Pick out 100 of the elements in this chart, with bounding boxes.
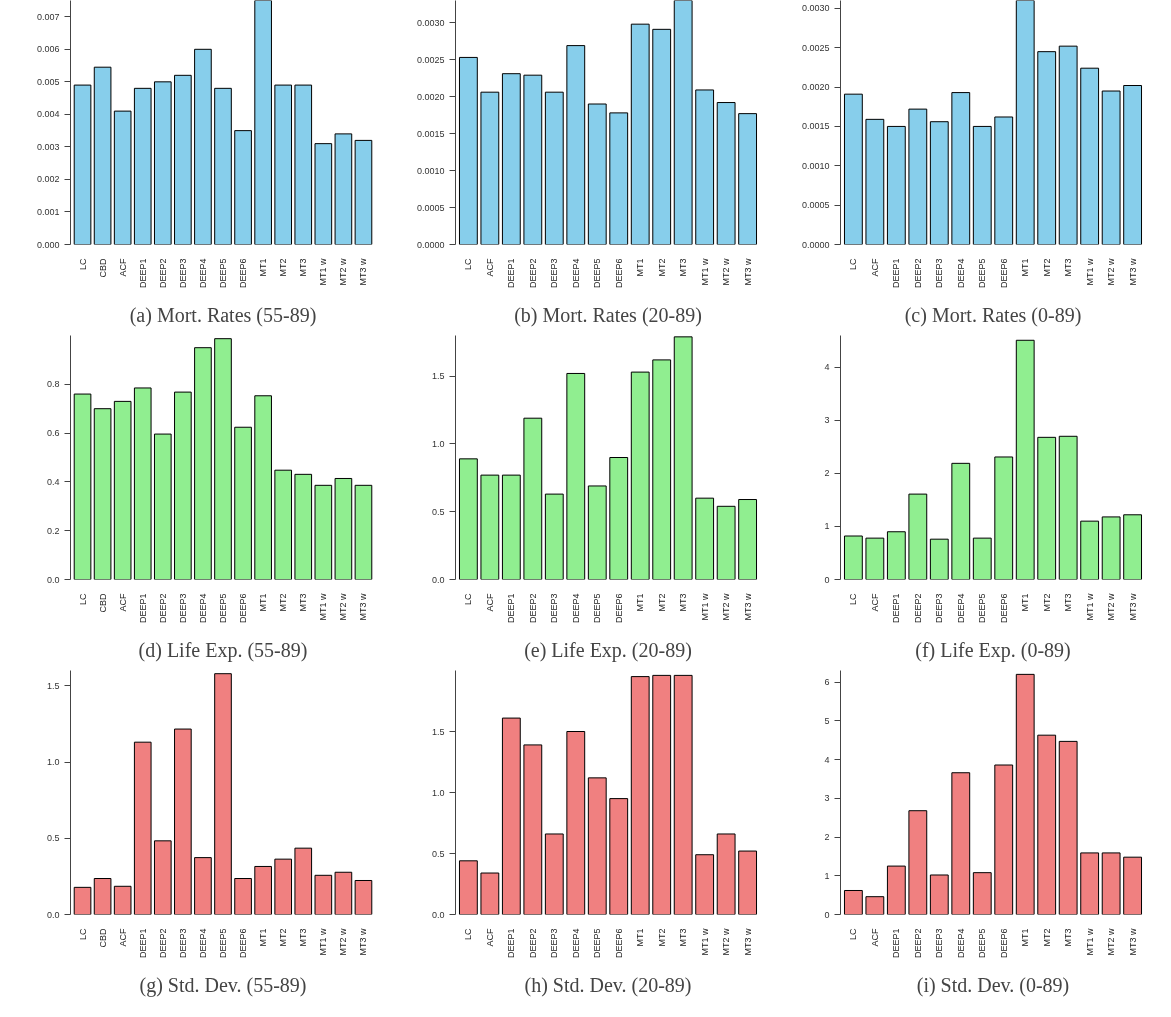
y-tick-label: 6 bbox=[824, 677, 830, 688]
text: (c) Mort. Rates (0-89) bbox=[904, 303, 1082, 327]
x-tick-label: MT3 bbox=[298, 258, 309, 277]
y-tick-label: 0.4 bbox=[46, 476, 60, 487]
y-tick-label: 1.0 bbox=[431, 438, 445, 449]
y-tick-label: 0.0 bbox=[46, 574, 60, 585]
x-tick-label: DEEP2 bbox=[527, 928, 538, 959]
y-tick-label: 0.0000 bbox=[801, 239, 830, 250]
y-tick-label: 0.0025 bbox=[416, 54, 445, 65]
x-tick-label: MT3 bbox=[678, 258, 689, 277]
x-tick-label: MT3 w bbox=[358, 928, 369, 956]
x-tick-label: DEEP4 bbox=[570, 593, 581, 624]
y-tick-label: 0.5 bbox=[431, 506, 445, 517]
x-tick-label: MT2 w bbox=[721, 593, 732, 621]
x-tick-label: DEEP4 bbox=[197, 593, 208, 624]
x-tick-label: MT3 bbox=[298, 928, 309, 947]
x-tick-label: DEEP1 bbox=[137, 593, 148, 624]
x-tick-label: MT1 w bbox=[1084, 593, 1095, 621]
y-tick-label: 1.0 bbox=[431, 787, 445, 798]
y-tick-label: 0.5 bbox=[431, 848, 445, 859]
x-tick-label: MT1 bbox=[258, 593, 269, 612]
x-tick-label: DEEP4 bbox=[570, 258, 581, 289]
x-tick-label: DEEP1 bbox=[506, 928, 517, 959]
x-tick-label: DEEP1 bbox=[506, 258, 517, 289]
x-tick-label: MT2 w bbox=[338, 928, 349, 956]
text: (d) Life Exp. (55-89) bbox=[138, 638, 308, 662]
x-tick-label: LC bbox=[77, 593, 88, 605]
y-tick-label: 0.0020 bbox=[801, 82, 830, 93]
y-tick-label: 0.002 bbox=[36, 174, 60, 185]
x-tick-label: DEEP3 bbox=[549, 593, 560, 624]
y-tick-label: 2 bbox=[824, 832, 830, 843]
x-tick-label: DEEP2 bbox=[912, 258, 923, 289]
x-tick-label: MT1 w bbox=[1084, 258, 1095, 286]
x-tick-label: MT2 w bbox=[338, 258, 349, 286]
x-tick-label: ACF bbox=[484, 593, 495, 612]
x-tick-label: MT1 bbox=[258, 928, 269, 947]
x-tick-label: DEEP6 bbox=[238, 258, 249, 289]
y-tick-label: 0.0030 bbox=[801, 3, 830, 14]
y-tick-label: 0.0030 bbox=[416, 17, 445, 28]
x-tick-label: DEEP5 bbox=[977, 258, 988, 289]
x-tick-label: ACF bbox=[117, 928, 128, 947]
y-tick-label: 0 bbox=[824, 574, 830, 585]
y-tick-label: 0.0015 bbox=[801, 121, 830, 132]
text: (h) Std. Dev. (20-89) bbox=[524, 973, 692, 997]
x-tick-label: MT2 bbox=[1041, 258, 1052, 277]
y-tick-label: 2 bbox=[824, 468, 830, 479]
y-tick-label: 3 bbox=[824, 415, 830, 426]
x-tick-label: DEEP4 bbox=[570, 928, 581, 959]
x-tick-label: MT1 bbox=[1020, 928, 1031, 947]
x-tick-label: MT2 bbox=[1041, 928, 1052, 947]
text: (g) Std. Dev. (55-89) bbox=[139, 973, 307, 997]
x-tick-label: DEEP5 bbox=[592, 928, 603, 959]
x-tick-label: DEEP1 bbox=[137, 258, 148, 289]
y-tick-label: 0.0010 bbox=[801, 160, 830, 171]
y-tick-label: 0.003 bbox=[36, 141, 60, 152]
y-tick-label: 1.5 bbox=[46, 680, 60, 691]
x-tick-label: MT1 w bbox=[318, 928, 329, 956]
y-tick-label: 0.6 bbox=[46, 428, 60, 439]
x-tick-label: DEEP1 bbox=[891, 258, 902, 289]
x-tick-label: MT2 bbox=[278, 593, 289, 612]
x-tick-label: CBD bbox=[97, 258, 108, 278]
x-tick-label: DEEP6 bbox=[238, 928, 249, 959]
x-tick-label: MT1 bbox=[635, 258, 646, 277]
x-tick-label: MT2 w bbox=[1106, 928, 1117, 956]
x-tick-label: DEEP2 bbox=[157, 593, 168, 624]
x-tick-label: MT1 bbox=[258, 258, 269, 277]
text: (i) Std. Dev. (0-89) bbox=[916, 973, 1070, 997]
y-tick-label: 0.0005 bbox=[416, 202, 445, 213]
x-tick-label: MT1 bbox=[635, 593, 646, 612]
y-tick-label: 0.2 bbox=[46, 525, 60, 536]
y-tick-label: 1 bbox=[824, 870, 830, 881]
x-tick-label: MT3 w bbox=[1127, 593, 1138, 621]
x-tick-label: MT1 bbox=[1020, 258, 1031, 277]
y-tick-label: 0.005 bbox=[36, 76, 60, 87]
y-tick-label: 0.0 bbox=[431, 574, 445, 585]
x-tick-label: MT2 w bbox=[721, 928, 732, 956]
y-tick-label: 1.5 bbox=[431, 371, 445, 382]
x-tick-label: DEEP6 bbox=[238, 593, 249, 624]
x-tick-label: MT2 bbox=[656, 258, 667, 277]
x-tick-label: DEEP6 bbox=[998, 593, 1009, 624]
x-tick-label: ACF bbox=[484, 928, 495, 947]
y-tick-label: 1.5 bbox=[431, 726, 445, 737]
x-tick-label: LC bbox=[463, 593, 474, 605]
x-tick-label: LC bbox=[848, 258, 859, 270]
x-tick-label: ACF bbox=[869, 928, 880, 947]
x-tick-label: MT3 bbox=[1063, 258, 1074, 277]
x-tick-label: MT2 w bbox=[338, 593, 349, 621]
y-tick-label: 0 bbox=[824, 909, 830, 920]
x-tick-label: DEEP1 bbox=[506, 593, 517, 624]
x-tick-label: DEEP2 bbox=[912, 928, 923, 959]
x-tick-label: DEEP5 bbox=[218, 928, 228, 959]
x-tick-label: DEEP3 bbox=[177, 593, 188, 624]
x-tick-label: DEEP6 bbox=[998, 258, 1009, 289]
x-tick-label: MT3 w bbox=[1127, 928, 1138, 956]
x-tick-label: DEEP2 bbox=[527, 593, 538, 624]
x-tick-label: DEEP3 bbox=[934, 928, 945, 959]
x-tick-label: MT1 w bbox=[1084, 928, 1095, 956]
x-tick-label: DEEP1 bbox=[891, 928, 902, 959]
y-tick-label: 4 bbox=[824, 362, 830, 373]
text: (b) Mort. Rates (20-89) bbox=[514, 303, 702, 327]
